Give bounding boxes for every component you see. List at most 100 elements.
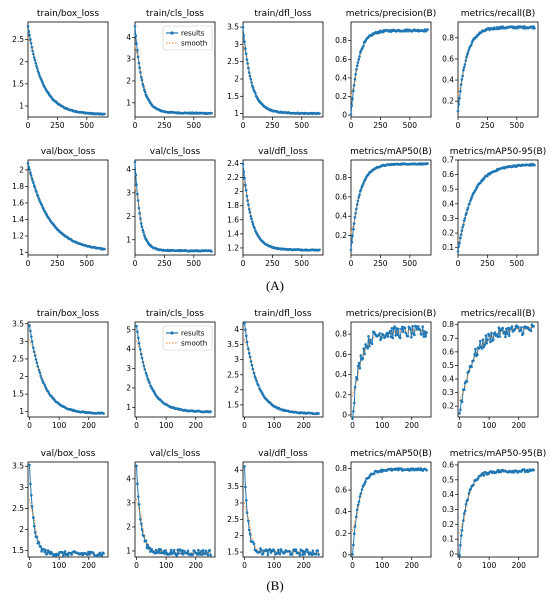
data-point xyxy=(142,534,146,538)
chart-panel: val/box_loss 0 100 200 1.5 2 2.5 3 3.5 xyxy=(12,449,109,570)
data-point xyxy=(245,194,249,198)
data-point xyxy=(32,181,35,184)
data-point xyxy=(209,553,212,557)
data-point xyxy=(34,358,38,361)
x-tick-label: 250 xyxy=(480,259,495,268)
data-point xyxy=(465,211,468,215)
data-point xyxy=(149,384,152,387)
data-point xyxy=(470,365,473,369)
data-point xyxy=(248,74,252,78)
data-point xyxy=(241,162,245,166)
data-point xyxy=(133,25,137,28)
x-tick-label: 500 xyxy=(80,259,95,268)
data-point xyxy=(462,519,465,522)
chart-panel: val/box_loss 0 250 500 1 1.2 1.4 1.6 1.8 2 xyxy=(12,147,109,268)
x-tick-label: 0 xyxy=(134,421,139,430)
data-point xyxy=(137,61,141,65)
legend-results-label: results xyxy=(181,330,205,338)
data-point xyxy=(143,88,146,91)
data-point xyxy=(47,550,51,554)
data-point xyxy=(177,552,180,555)
chart-panel: metrics/recall(B) 0 250 500 0.2 0.4 0.6 0.8 xyxy=(442,9,539,130)
data-point xyxy=(247,208,251,211)
x-tick-label: 0 xyxy=(134,561,139,570)
data-point xyxy=(460,529,464,532)
chart-panel: val/cls_loss 0 250 500 1 2 3 4 xyxy=(126,147,216,268)
y-tick-label: 0.6 xyxy=(335,192,347,201)
data-point xyxy=(31,179,34,182)
data-point xyxy=(277,548,280,552)
data-point xyxy=(396,333,399,337)
results-line xyxy=(350,28,428,115)
data-point xyxy=(353,401,356,405)
data-point xyxy=(317,553,320,556)
data-point xyxy=(473,353,476,356)
data-point xyxy=(418,328,422,332)
data-point xyxy=(519,328,522,332)
chart-panel: val/cls_loss 0 100 200 1 2 3 4 xyxy=(126,449,216,570)
y-tick-label: 0.2 xyxy=(442,402,454,411)
x-tick-label: 0 xyxy=(26,259,31,268)
data-point xyxy=(250,217,253,220)
data-point xyxy=(136,482,139,486)
data-point xyxy=(424,334,428,338)
data-point xyxy=(482,345,486,349)
data-point xyxy=(247,203,250,206)
data-point xyxy=(398,336,402,340)
data-point xyxy=(254,92,257,95)
y-tick-label: 2.5 xyxy=(12,354,24,363)
data-point xyxy=(88,553,91,556)
x-tick-label: 0 xyxy=(133,259,138,268)
smooth-line xyxy=(242,180,320,251)
x-tick-label: 500 xyxy=(510,259,525,268)
data-point xyxy=(141,361,145,364)
data-point xyxy=(136,49,139,52)
data-point xyxy=(140,356,144,360)
data-point xyxy=(139,222,143,225)
data-point xyxy=(382,333,385,337)
y-tick-label: 5 xyxy=(126,325,131,334)
y-tick-label: 0.2 xyxy=(442,97,454,106)
data-point xyxy=(352,410,355,413)
data-point xyxy=(139,348,142,351)
data-point xyxy=(474,347,477,351)
data-point xyxy=(353,78,357,81)
x-tick-label: 250 xyxy=(265,259,280,268)
data-point xyxy=(208,548,211,552)
x-tick-label: 0 xyxy=(26,121,31,130)
x-tick-label: 500 xyxy=(80,121,95,130)
data-point xyxy=(472,483,475,487)
data-point xyxy=(103,247,106,251)
data-point xyxy=(31,49,34,53)
data-point xyxy=(362,44,365,48)
data-point xyxy=(260,549,263,552)
y-tick-label: 0.6 xyxy=(442,347,454,356)
results-line xyxy=(244,323,319,415)
data-point xyxy=(362,347,366,350)
data-point xyxy=(196,553,199,556)
data-point xyxy=(249,215,253,218)
data-point xyxy=(26,161,30,165)
data-point xyxy=(253,375,257,378)
data-point xyxy=(254,377,257,380)
data-point xyxy=(255,379,258,383)
data-point xyxy=(33,58,37,62)
data-point xyxy=(390,327,394,330)
data-point xyxy=(29,38,32,41)
data-point xyxy=(41,81,44,85)
data-point xyxy=(36,69,40,73)
x-tick-label: 0 xyxy=(242,561,247,570)
data-point xyxy=(470,195,474,199)
data-point xyxy=(135,324,138,328)
data-point xyxy=(404,331,408,335)
data-point xyxy=(137,336,140,340)
x-tick-label: 0 xyxy=(350,421,355,430)
results-line xyxy=(136,465,212,557)
y-tick-label: 0.6 xyxy=(442,54,454,63)
data-point xyxy=(66,554,70,558)
data-point xyxy=(478,339,482,343)
y-tick-label: 1 xyxy=(126,546,131,555)
data-point xyxy=(103,112,106,116)
data-point xyxy=(253,90,256,93)
axes-frame xyxy=(134,21,216,118)
